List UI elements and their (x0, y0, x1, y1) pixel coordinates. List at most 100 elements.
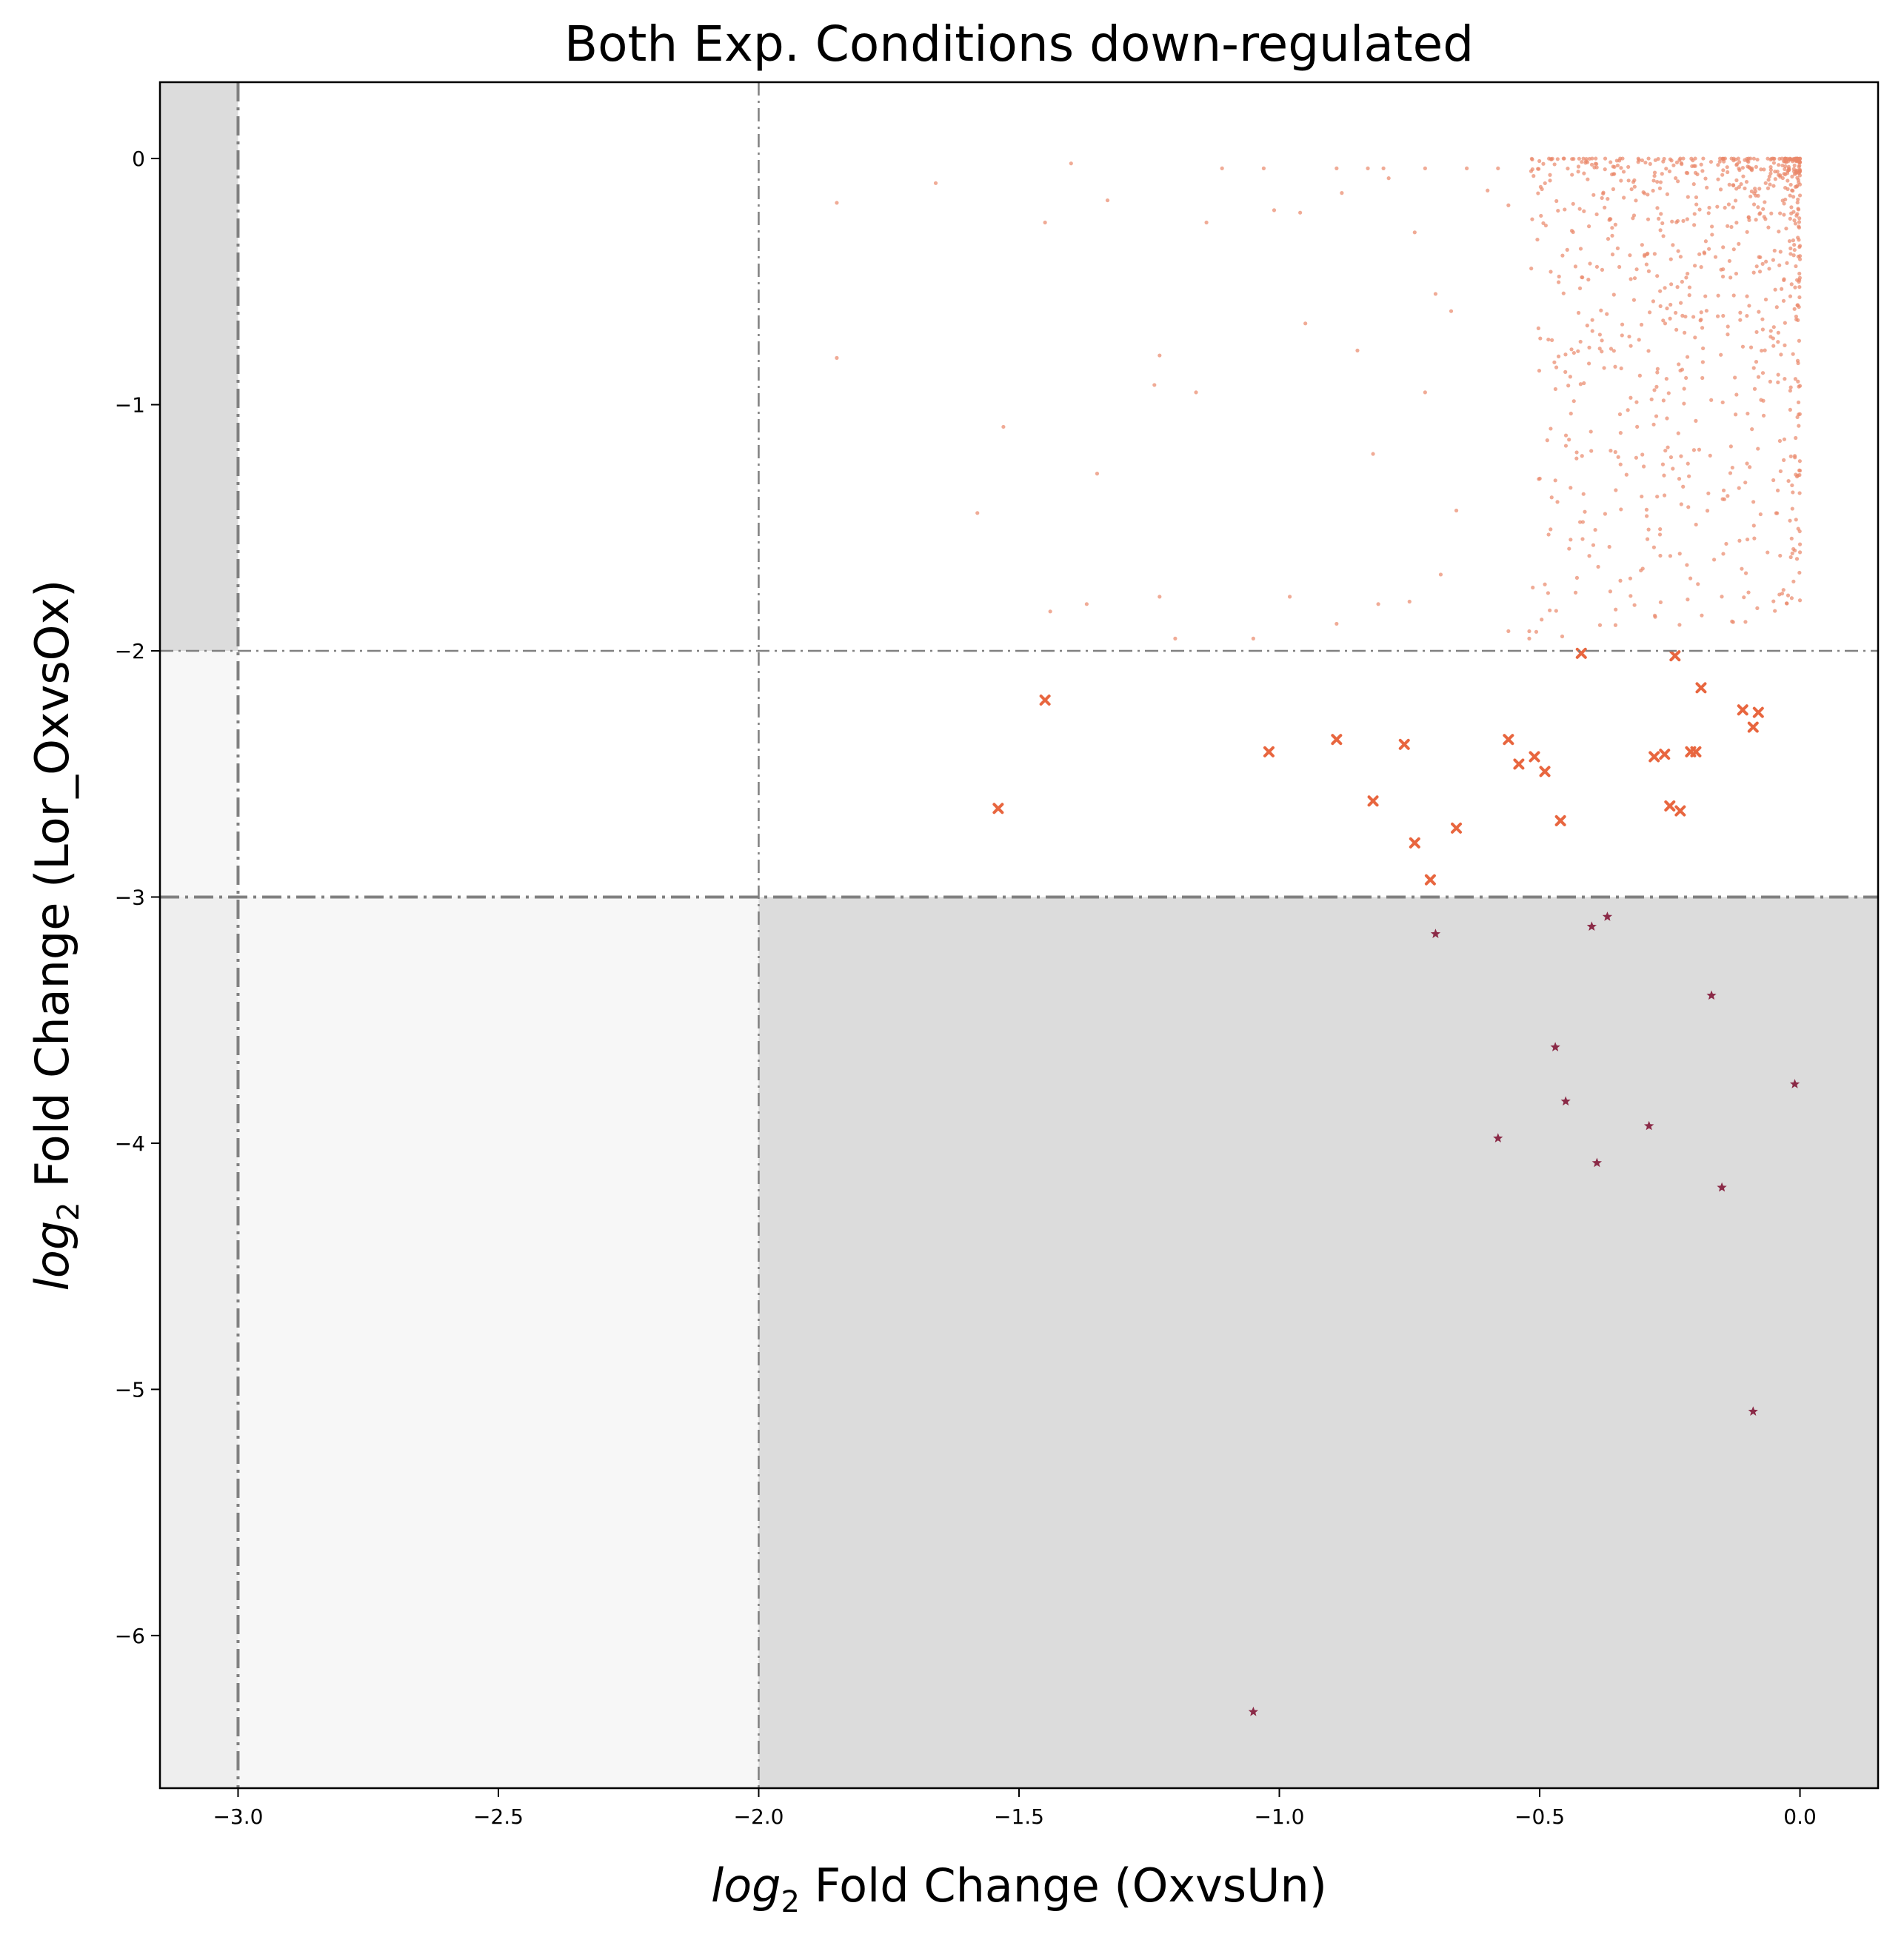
scatter-point (1797, 338, 1801, 343)
scatter-point (1568, 375, 1572, 379)
scatter-point (1776, 372, 1780, 377)
scatter-point (1629, 395, 1633, 400)
y-tick-label: −5 (115, 1377, 145, 1402)
scatter-point (1789, 596, 1794, 600)
scatter-point (1543, 223, 1548, 228)
scatter-point (1655, 206, 1660, 210)
scatter-point (1777, 438, 1783, 444)
scatter-point (1771, 161, 1777, 165)
scatter-point (1784, 158, 1788, 164)
scatter-point (933, 181, 938, 185)
scatter-point (1546, 532, 1551, 537)
scatter-point (1734, 162, 1740, 167)
scatter-point (1715, 204, 1720, 209)
scatter-point (1556, 208, 1560, 213)
scatter-point (1759, 398, 1763, 402)
scatter-point (1796, 526, 1800, 531)
scatter-point (1634, 198, 1638, 203)
scatter-point (1702, 250, 1706, 255)
scatter-point (1684, 375, 1688, 381)
scatter-point (1697, 207, 1702, 212)
scatter-point (1560, 1096, 1571, 1106)
scatter-point (1646, 156, 1651, 161)
scatter-point (1752, 387, 1757, 391)
scatter-point (1752, 536, 1757, 541)
series-dots (835, 156, 1803, 640)
scatter-point (1571, 399, 1576, 404)
scatter-point (1640, 494, 1644, 499)
scatter-point (1560, 634, 1565, 639)
scatter-point (1743, 186, 1747, 191)
scatter-point (1780, 163, 1785, 168)
scatter-point (1621, 170, 1626, 174)
scatter-point (1664, 167, 1668, 171)
x-tick-label: −1.0 (1255, 1804, 1305, 1829)
scatter-point (1776, 340, 1780, 344)
scatter-point (1768, 164, 1773, 170)
scatter-point (1565, 247, 1569, 252)
scatter-point (1756, 205, 1760, 210)
scatter-point (1367, 795, 1379, 807)
scatter-point (1549, 426, 1553, 431)
scatter-point (1728, 471, 1733, 475)
scatter-point (1614, 488, 1618, 492)
scatter-point (1783, 343, 1787, 347)
scatter-point (1778, 250, 1783, 254)
scatter-point (1737, 168, 1742, 173)
scatter-point (1789, 1079, 1800, 1088)
scatter-point (1789, 536, 1794, 541)
scatter-point (1795, 415, 1800, 420)
scatter-point (1660, 172, 1664, 176)
scatter-point (1779, 352, 1783, 357)
scatter-point (1194, 390, 1198, 395)
scatter-point (1726, 324, 1730, 329)
scatter-point (1743, 481, 1748, 485)
scatter-point (1555, 500, 1560, 504)
scatter-point (1676, 179, 1680, 184)
scatter-point (1722, 497, 1727, 501)
scatter-point (1699, 265, 1703, 270)
scatter-point (1785, 171, 1790, 175)
scatter-point (1797, 491, 1802, 495)
scatter-point (1791, 579, 1796, 583)
scatter-point (1782, 277, 1786, 281)
scatter-point (1781, 588, 1786, 592)
scatter-point (1610, 252, 1615, 257)
scatter-point (1651, 178, 1656, 183)
scatter-point (1780, 156, 1784, 161)
scatter-point (1760, 317, 1765, 321)
scatter-point (1686, 505, 1691, 509)
scatter-point (1600, 349, 1604, 354)
scatter-point (1590, 329, 1594, 333)
scatter-point (1773, 177, 1777, 181)
scatter-point (1634, 400, 1639, 404)
scatter-point (1694, 418, 1698, 423)
scatter-point (1754, 360, 1759, 364)
scatter-point (1768, 379, 1772, 384)
scatter-point (1737, 241, 1741, 247)
scatter-point (1620, 322, 1625, 327)
scatter-point (1671, 163, 1676, 167)
scatter-point (1797, 284, 1802, 290)
scatter-point (1766, 225, 1771, 230)
scatter-point (1796, 361, 1800, 366)
scatter-point (1675, 218, 1680, 224)
scatter-point (1729, 224, 1734, 230)
scatter-point (1797, 225, 1802, 230)
scatter-point (1692, 223, 1697, 227)
scatter-point (1529, 267, 1534, 271)
scatter-point (1646, 349, 1651, 353)
scatter-point (1668, 157, 1672, 161)
y-tick-label: −4 (115, 1131, 145, 1156)
scatter-point (1757, 310, 1761, 314)
scatter-point (1658, 304, 1663, 309)
scatter-point (1597, 332, 1602, 337)
scatter-point (1584, 156, 1589, 161)
scatter-point (1745, 537, 1750, 542)
scatter-point (1652, 252, 1657, 256)
scatter-point (1797, 459, 1802, 464)
scatter-point (1627, 334, 1631, 339)
scatter-point (1767, 174, 1771, 178)
scatter-point (1618, 578, 1623, 583)
scatter-point (1557, 280, 1561, 284)
